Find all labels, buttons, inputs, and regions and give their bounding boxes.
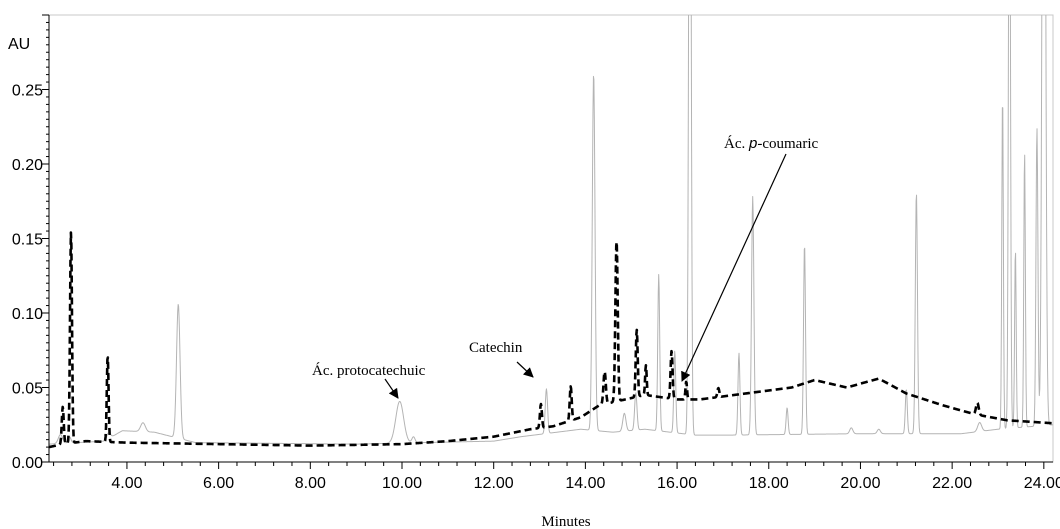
x-tick-label: 22.00 <box>932 475 972 492</box>
series-line-solid <box>49 15 1053 445</box>
annotation-label: Ác. p-coumaric <box>724 135 818 152</box>
y-tick-label: 0.10 <box>12 306 43 323</box>
annotation-label: Catechin <box>469 340 523 356</box>
x-axis-title: Minutes <box>541 514 590 529</box>
x-tick-label: 16.00 <box>657 475 697 492</box>
annotation-label: Ác. protocatechuic <box>312 362 426 379</box>
x-tick-label: 20.00 <box>840 475 880 492</box>
annotation-arrow <box>681 153 787 382</box>
peak-annotation: Ác. p-coumaric <box>681 135 818 382</box>
x-tick-label: 10.00 <box>382 475 422 492</box>
y-tick-label: 0.05 <box>12 381 43 398</box>
peak-annotation: Ác. protocatechuic <box>312 362 426 399</box>
peak-annotation: Catechin <box>469 340 534 378</box>
x-tick-label: 6.00 <box>203 475 234 492</box>
y-tick-label: 0.15 <box>12 232 43 249</box>
annotation-arrow <box>384 378 399 399</box>
plot-frame <box>48 14 1054 463</box>
y-tick-label: 0.00 <box>12 455 43 472</box>
x-tick-label: 4.00 <box>111 475 142 492</box>
x-tick-label: 12.00 <box>474 475 514 492</box>
annotation-arrow <box>516 361 534 378</box>
y-tick-label: 0.20 <box>12 157 43 174</box>
x-tick-label: 18.00 <box>749 475 789 492</box>
y-axis-title: AU <box>8 36 30 53</box>
x-tick-label: 8.00 <box>295 475 326 492</box>
y-tick-label: 0.25 <box>12 83 43 100</box>
x-tick-label: 24.00 <box>1024 475 1060 492</box>
series-line-dashed <box>49 231 1053 449</box>
x-tick-label: 14.00 <box>565 475 605 492</box>
